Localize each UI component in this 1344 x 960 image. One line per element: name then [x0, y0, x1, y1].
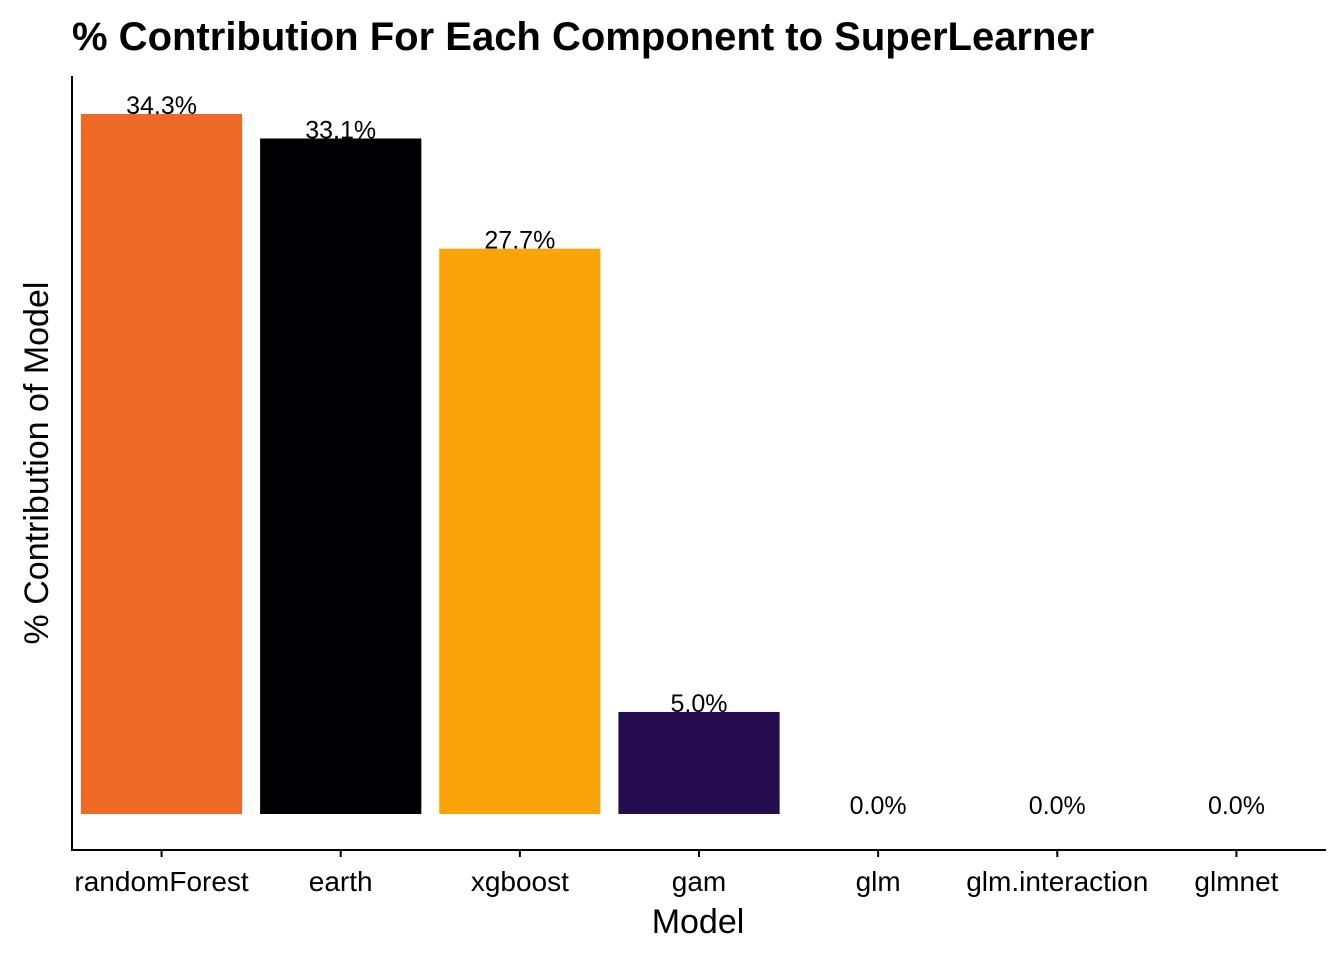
x-axis-ticks: randomForest earth xgboost gam glm glm.intera…	[74, 850, 1279, 897]
data-labels-layer: 34.3% 33.1% 27.7% 5.0% 0.0% 0.0% 0.0%	[126, 92, 1265, 820]
data-label-glm-interaction: 0.0%	[1029, 792, 1086, 820]
chart-title: % Contribution For Each Component to Sup…	[72, 15, 1094, 59]
x-tick-label-glm: glm	[856, 866, 901, 897]
data-label-randomForest: 34.3%	[126, 92, 197, 120]
x-axis-title: Model	[652, 903, 745, 941]
x-tick-label-earth: earth	[309, 866, 373, 897]
data-label-gam: 5.0%	[671, 690, 728, 718]
data-label-glmnet: 0.0%	[1208, 792, 1265, 820]
x-tick-label-gam: gam	[672, 866, 726, 897]
x-tick-label-xgboost: xgboost	[471, 866, 569, 897]
bars-layer	[80, 114, 780, 815]
bar-gam	[618, 711, 780, 814]
bar-xgboost	[439, 248, 601, 814]
data-label-xgboost: 27.7%	[484, 227, 555, 255]
x-tick-label-glmnet: glmnet	[1194, 866, 1278, 897]
bar-earth	[260, 138, 422, 815]
x-tick-label-randomForest: randomForest	[74, 866, 249, 897]
x-tick-label-glm-interaction: glm.interaction	[966, 866, 1148, 897]
data-label-earth: 33.1%	[305, 116, 376, 144]
data-label-glm: 0.0%	[850, 792, 907, 820]
y-axis-title: % Contribution of Model	[18, 282, 56, 645]
bar-randomForest	[80, 114, 243, 814]
